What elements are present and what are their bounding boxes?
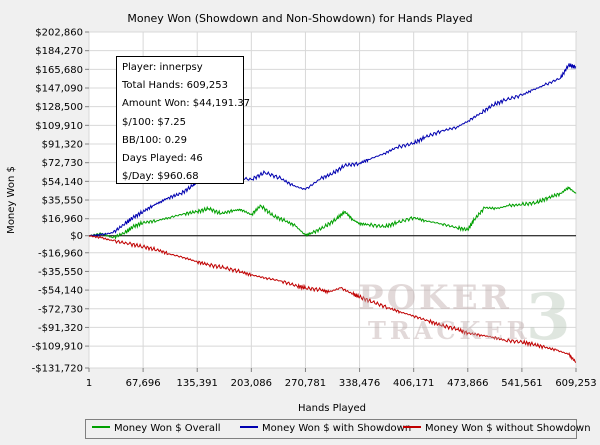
x-tick-label: 473,866	[447, 378, 488, 389]
player-stats-box: Player: innerpsy Total Hands: 609,253 Am…	[116, 56, 251, 184]
series-line-money-won-without-showdown	[88, 235, 576, 363]
x-tick-label: 406,171	[393, 378, 434, 389]
y-tick-label: $91,320	[42, 140, 83, 151]
y-tick-label: $128,500	[35, 102, 83, 113]
legend-item-with-showdown: Money Won $ with Showdown	[240, 423, 411, 434]
stat-per-day: $/Day: $960.68	[122, 171, 199, 183]
x-tick-label: 270,781	[285, 378, 326, 389]
x-tick-label: 67,696	[126, 378, 161, 389]
y-tick-label: $202,860	[35, 28, 83, 39]
y-tick-label: -$109,910	[32, 342, 83, 353]
x-axis-label: Hands Played	[298, 403, 366, 414]
legend-swatch-with-showdown	[240, 426, 258, 428]
y-tick-label: $16,960	[42, 214, 83, 225]
legend-label-with-showdown: Money Won $ with Showdown	[262, 423, 412, 434]
series-line-money-won-with-showdown	[88, 63, 577, 237]
stat-amount-won: Amount Won: $44,191.37	[122, 98, 251, 110]
y-tick-label: $72,730	[42, 158, 83, 169]
y-tick-label: $147,090	[35, 84, 83, 95]
y-tick-label: $0	[70, 231, 83, 242]
legend-item-overall: Money Won $ Overall	[92, 423, 221, 434]
y-tick-label: $54,140	[42, 177, 83, 188]
chart-legend: Money Won $ Overall Money Won $ with Sho…	[85, 419, 591, 439]
stat-player: Player: innerpsy	[122, 62, 203, 73]
legend-label-overall: Money Won $ Overall	[114, 423, 221, 434]
y-tick-label: $35,550	[42, 196, 83, 207]
y-tick-label: -$131,720	[32, 364, 83, 375]
legend-label-without-showdown: Money Won $ without Showdown	[425, 423, 591, 434]
y-tick-label: -$72,730	[38, 304, 83, 315]
series-line-money-won-overall	[88, 186, 577, 240]
x-tick-label: 135,391	[177, 378, 218, 389]
y-tick-label: -$35,550	[38, 267, 83, 278]
y-tick-label: -$16,960	[38, 248, 83, 259]
y-tick-label: $165,680	[35, 65, 83, 76]
x-tick-label: 338,476	[339, 378, 380, 389]
x-tick-label: 1	[86, 378, 92, 389]
stat-per-100: $/100: $7.25	[122, 116, 186, 128]
stat-bb-100: BB/100: 0.29	[122, 134, 187, 146]
y-tick-label: $184,270	[35, 46, 83, 57]
stat-days-played: Days Played: 46	[122, 153, 203, 165]
legend-swatch-overall	[92, 426, 110, 428]
y-tick-label: -$91,320	[38, 323, 83, 334]
legend-swatch-without-showdown	[403, 426, 421, 428]
legend-item-without-showdown: Money Won $ without Showdown	[403, 423, 591, 434]
series-layer	[88, 63, 577, 363]
y-axis-ticks: $202,860 $184,270 $165,680 $147,090 $128,500…	[32, 28, 89, 375]
x-tick-label: 609,253	[555, 378, 596, 389]
x-tick-label: 203,086	[231, 378, 272, 389]
stat-total-hands: Total Hands: 609,253	[122, 80, 228, 92]
x-tick-label: 541,561	[501, 378, 542, 389]
y-axis-label: Money Won $	[6, 166, 17, 234]
y-tick-label: $109,910	[35, 121, 83, 132]
x-axis-ticks: 1 67,696 135,391 203,086 270,781 338,476 406,1…	[86, 368, 597, 389]
chart-title: Money Won (Showdown and Non-Showdown) fo…	[127, 12, 472, 25]
y-tick-label: -$54,140	[38, 286, 83, 297]
